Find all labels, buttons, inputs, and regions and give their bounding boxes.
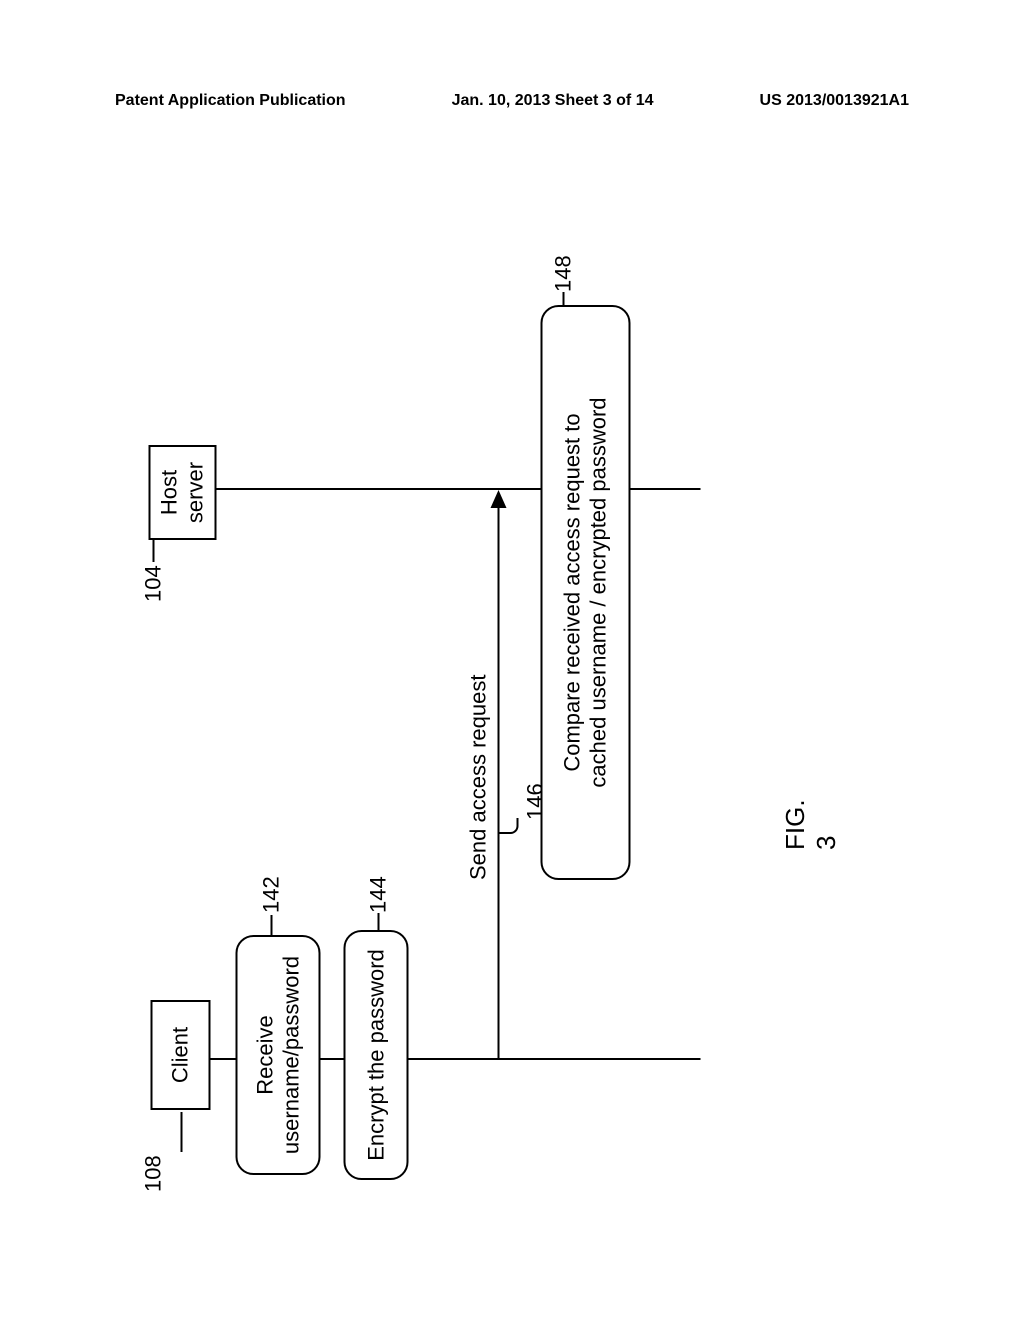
client-box: Client bbox=[150, 1000, 210, 1110]
arrow-line bbox=[497, 503, 499, 1058]
diagram-container: Client 108 Host server 104 Receive usern… bbox=[140, 280, 785, 1210]
client-label: Client bbox=[167, 1027, 193, 1083]
ref-104-line bbox=[152, 540, 154, 562]
ref-148-line bbox=[562, 292, 564, 306]
ref-148: 148 bbox=[550, 255, 576, 292]
step2-label: Encrypt the password bbox=[363, 949, 389, 1161]
step1-box: Receive username/password bbox=[235, 935, 320, 1175]
step3-box: Compare received access request to cache… bbox=[540, 305, 630, 880]
step3-label: Compare received access request to cache… bbox=[559, 397, 611, 787]
server-label: Host server bbox=[156, 462, 208, 523]
ref-146-line bbox=[498, 818, 518, 834]
arrow-text: Send access request bbox=[465, 675, 491, 880]
header-right: US 2013/0013921A1 bbox=[760, 92, 909, 110]
step2-box: Encrypt the password bbox=[343, 930, 408, 1180]
figure-label: FIG. 3 bbox=[780, 799, 842, 850]
diagram-rotated: Client 108 Host server 104 Receive usern… bbox=[140, 280, 785, 1210]
header-left: Patent Application Publication bbox=[115, 92, 346, 110]
arrow-head-icon bbox=[490, 490, 506, 508]
header-center: Jan. 10, 2013 Sheet 3 of 14 bbox=[452, 92, 654, 110]
ref-142-line bbox=[270, 915, 272, 935]
ref-108-line bbox=[180, 1112, 182, 1152]
ref-144: 144 bbox=[365, 876, 391, 913]
step1-label: Receive username/password bbox=[252, 956, 304, 1154]
ref-144-line bbox=[377, 913, 379, 930]
ref-108: 108 bbox=[140, 1155, 166, 1192]
ref-104: 104 bbox=[140, 565, 166, 602]
server-box: Host server bbox=[148, 445, 216, 540]
ref-142: 142 bbox=[258, 876, 284, 913]
